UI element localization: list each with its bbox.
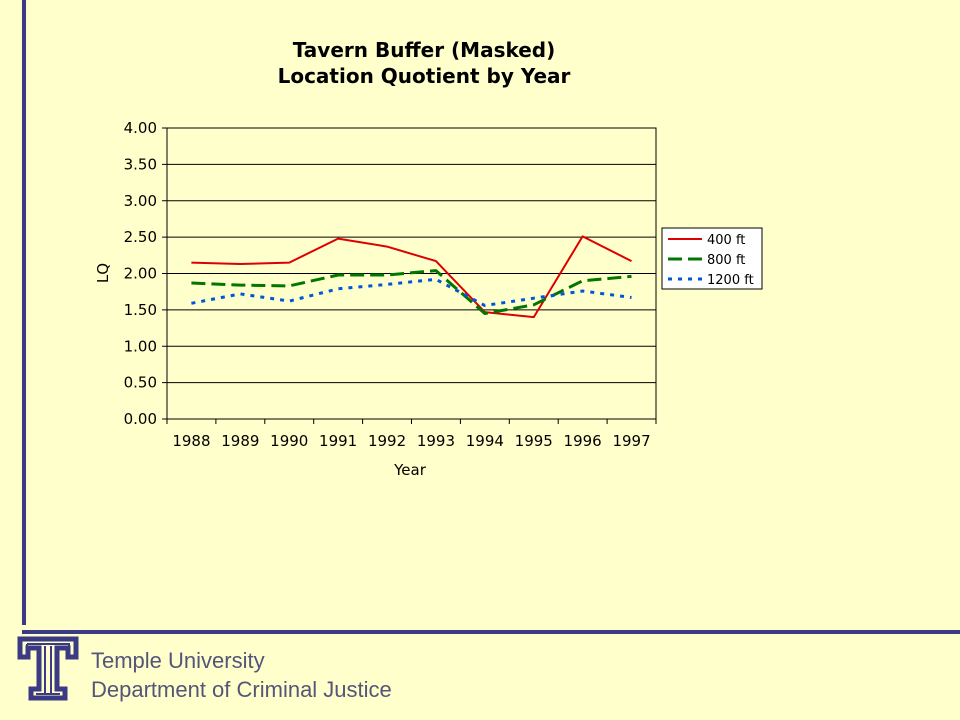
x-tick-label: 1995 (515, 432, 553, 450)
series-lines (191, 235, 632, 319)
y-tick-label: 0.00 (124, 410, 157, 428)
y-tick-label: 2.50 (124, 228, 157, 246)
y-tick-label: 3.00 (124, 192, 157, 210)
legend-label: 400 ft (707, 233, 745, 248)
y-tick-label: 1.50 (124, 301, 157, 319)
x-tick-label: 1988 (172, 432, 210, 450)
x-axis-ticks: 1988 1989 1990 1991 1992 1993 1994 1995 1996 1997 (166, 419, 657, 450)
left-rule (22, 0, 26, 625)
legend-label: 800 ft (707, 253, 745, 268)
y-tick-label: 0.50 (124, 374, 157, 392)
series-line-400-ft (191, 235, 632, 319)
bottom-rule (22, 630, 960, 634)
x-tick-label: 1997 (612, 432, 650, 450)
chart-title-line-2: Location Quotient by Year (278, 64, 571, 88)
footer-university: Temple University (91, 648, 265, 673)
legend-label: 1200 ft (707, 273, 754, 288)
series-line-800-ft (191, 269, 632, 315)
x-tick-label: 1990 (270, 432, 308, 450)
x-tick-label: 1991 (319, 432, 357, 450)
chart-legend: 400 ft 800 ft 1200 ft (661, 227, 763, 290)
x-tick-label: 1989 (221, 432, 259, 450)
series-line-1200-ft (191, 277, 632, 307)
y-tick-label: 4.00 (124, 119, 157, 137)
footer-department: Department of Criminal Justice (91, 677, 392, 702)
x-tick-label: 1996 (564, 432, 602, 450)
temple-t-logo-icon (17, 636, 79, 701)
y-axis-ticks: 0.00 0.50 1.00 1.50 2.00 2.50 3.00 3.50 4.00 (124, 119, 167, 428)
x-tick-label: 1993 (417, 432, 455, 450)
y-tick-label: 1.00 (124, 337, 157, 355)
y-axis-title: LQ (94, 263, 112, 283)
y-tick-label: 3.50 (124, 155, 157, 173)
chart-title-line-1: Tavern Buffer (Masked) (293, 38, 556, 62)
x-tick-label: 1994 (466, 432, 504, 450)
lq-line-chart: Tavern Buffer (Masked) Location Quotient… (94, 38, 763, 479)
x-tick-label: 1992 (368, 432, 406, 450)
x-axis-title: Year (393, 461, 427, 479)
y-tick-label: 2.00 (124, 265, 157, 283)
